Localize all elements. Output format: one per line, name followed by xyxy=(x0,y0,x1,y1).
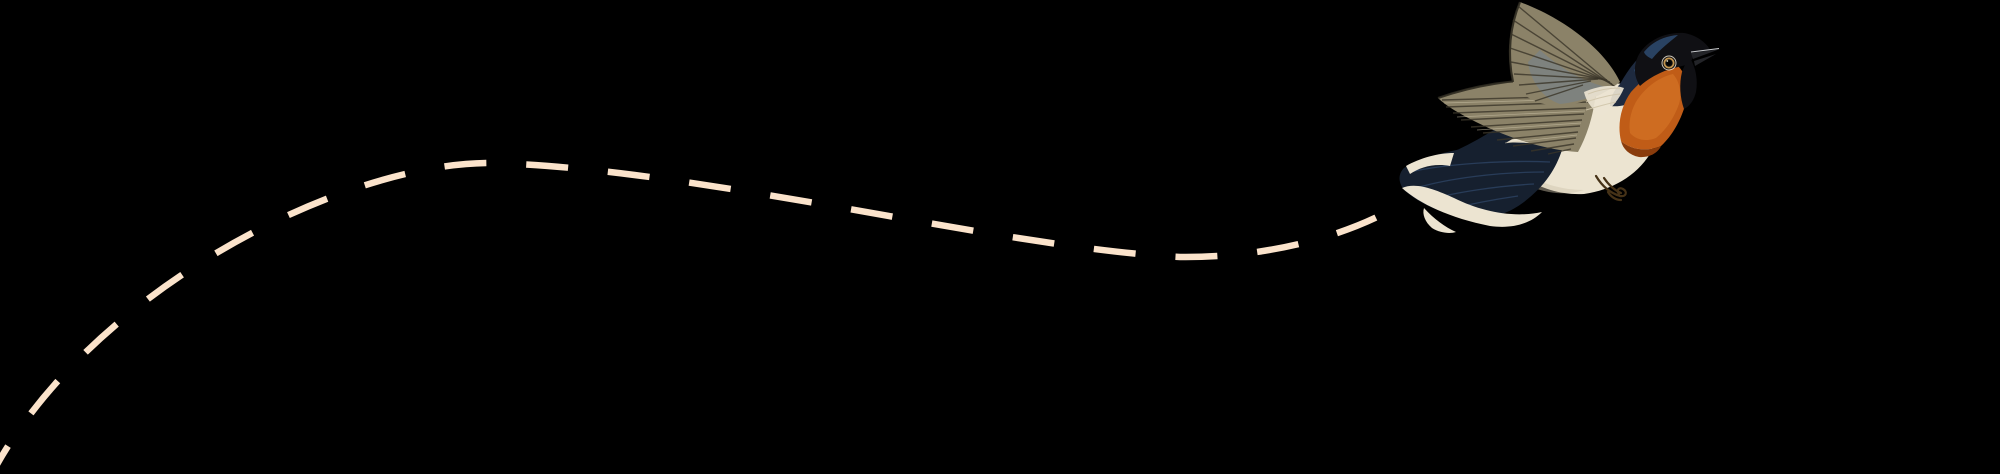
bird-shoulder-tuft-streaks xyxy=(1585,87,1621,111)
bird-beak-lower xyxy=(1694,54,1716,66)
bird-tail xyxy=(1399,142,1562,219)
bird-illustration xyxy=(1399,1,1720,233)
bird-eye xyxy=(1661,55,1677,71)
flight-path-dashes xyxy=(0,159,1400,466)
bird-beak-upper xyxy=(1691,49,1720,59)
bird-crown-sheen xyxy=(1644,35,1678,59)
bird-beak-ridge xyxy=(1690,48,1720,53)
bird-shoulder-tuft xyxy=(1584,85,1624,116)
bird-upper-wing-feather-lines xyxy=(1509,5,1617,102)
bird-tail-feather-line xyxy=(1415,171,1545,189)
bird-upper-wing-edge xyxy=(1508,1,1522,83)
bird-breast-band xyxy=(1621,141,1661,158)
bird-tail-white-tip-top xyxy=(1406,153,1454,174)
bird-cheek-patch xyxy=(1680,58,1697,109)
bird-tail-white-tip-bottom xyxy=(1423,208,1456,233)
bird-tail-white-fringe xyxy=(1402,185,1542,227)
bird-tail-feather-line xyxy=(1409,160,1551,173)
bird-breast-highlight xyxy=(1629,74,1681,141)
bird-feet xyxy=(1594,174,1627,202)
